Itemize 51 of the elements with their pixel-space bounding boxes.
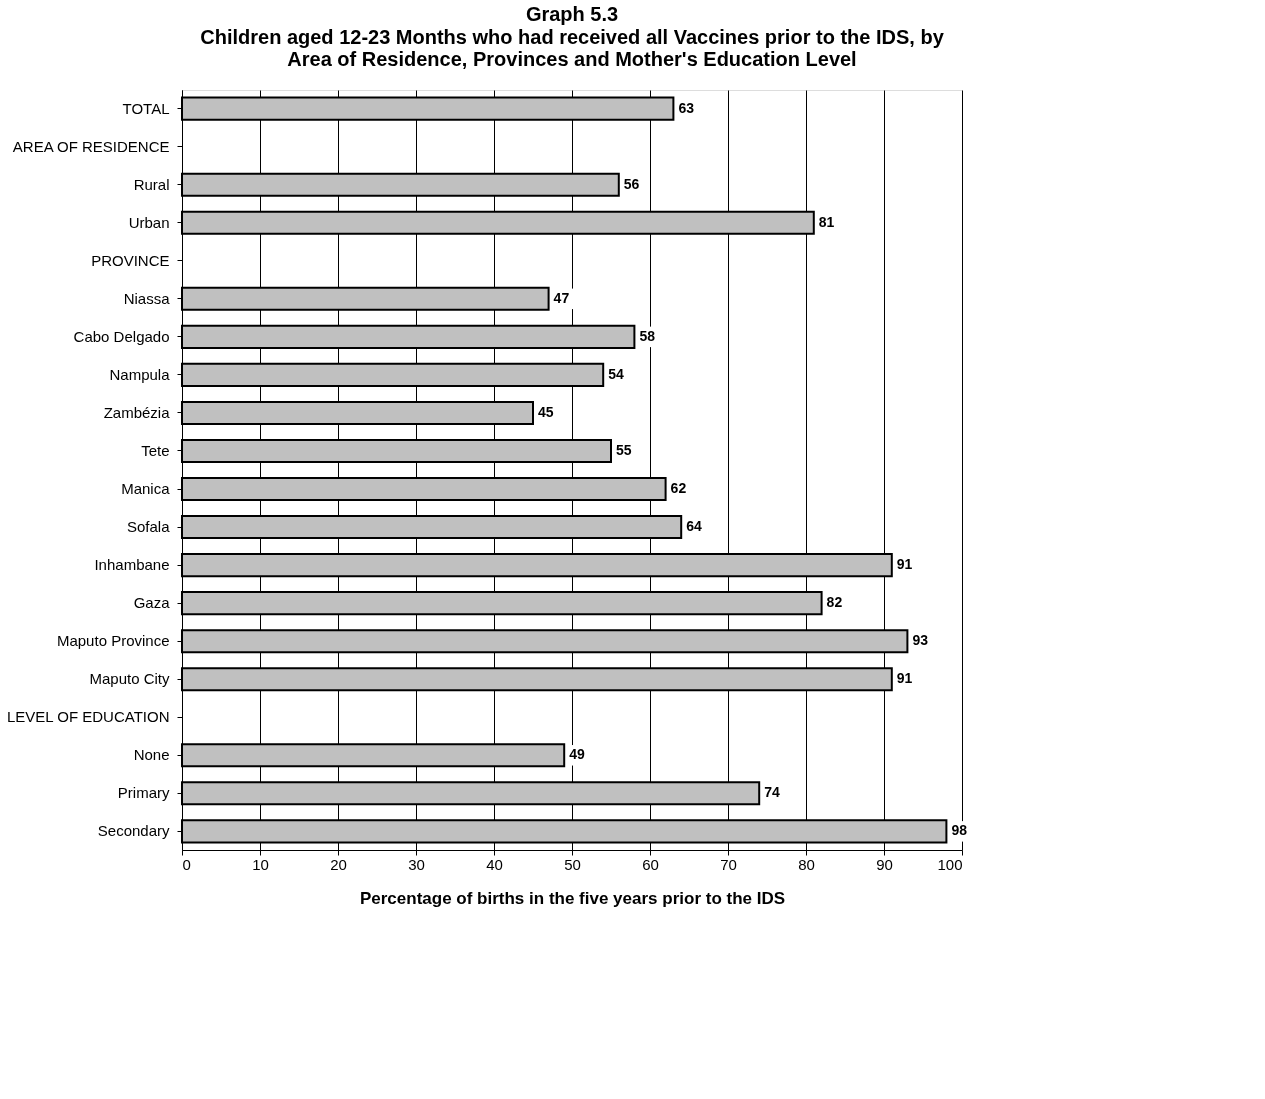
y-tick-label: TOTAL [122, 99, 170, 117]
y-tick-label: None [133, 746, 170, 764]
data-label: 49 [569, 746, 585, 763]
data-label: 62 [670, 480, 687, 497]
data-label: 63 [678, 99, 695, 116]
y-tick-label: AREA OF RESIDENCE [12, 137, 170, 155]
data-label: 74 [764, 784, 780, 801]
x-tick-label: 0 [182, 855, 191, 873]
data-label: 56 [623, 175, 640, 192]
y-tick-label: PROVINCE [91, 251, 170, 269]
data-label: 45 [538, 403, 554, 420]
chart-title: Graph 5.3 [525, 3, 619, 25]
x-tick-label: 90 [876, 855, 893, 873]
y-tick-label: Tete [141, 441, 170, 459]
x-axis-title: Percentage of births in the five years prior to the IDS [359, 888, 786, 908]
x-tick-label: 30 [408, 855, 425, 873]
y-tick-label: Sofala [126, 518, 171, 536]
y-tick-label: Cabo Delgado [73, 327, 170, 345]
data-label: 54 [608, 365, 624, 382]
chart-subtitle: Children aged 12-23 Months who had received all Vaccines prior to the IDS, by Area of Residence, Provinces and Mother's Education Level [200, 26, 945, 70]
x-tick-label: 50 [564, 855, 581, 873]
data-label: 98 [951, 822, 968, 839]
x-tick-label: 70 [720, 855, 737, 873]
y-tick-label: Niassa [123, 289, 171, 307]
x-tick-label: 80 [798, 855, 815, 873]
data-label: 93 [912, 632, 929, 649]
x-tick-label: 100 [937, 855, 963, 873]
data-label: 91 [896, 556, 913, 573]
y-tick-label: Secondary [97, 822, 170, 840]
y-tick-label: Maputo City [89, 670, 170, 688]
y-tick-label: Maputo Province [56, 632, 170, 650]
data-label: 47 [553, 289, 570, 306]
data-label: 58 [639, 327, 656, 344]
data-label: 81 [818, 213, 835, 230]
x-tick-label: 10 [252, 855, 269, 873]
y-tick-label: Primary [117, 784, 170, 802]
data-label: 91 [896, 670, 913, 687]
data-label: 55 [616, 441, 632, 458]
data-label: 82 [826, 594, 843, 611]
y-tick-label: Zambézia [103, 403, 171, 421]
y-tick-label: LEVEL OF EDUCATION [6, 708, 170, 726]
x-tick-label: 40 [486, 855, 503, 873]
x-tick-label: 20 [330, 855, 347, 873]
y-tick-label: Manica [121, 480, 171, 498]
y-tick-label: Nampula [109, 365, 171, 383]
y-tick-label: Inhambane [94, 556, 170, 574]
y-tick-label: Urban [128, 213, 170, 231]
data-label: 64 [686, 518, 702, 535]
x-tick-label: 60 [642, 855, 659, 873]
y-tick-label: Rural [133, 175, 170, 193]
y-tick-label: Gaza [133, 594, 171, 612]
